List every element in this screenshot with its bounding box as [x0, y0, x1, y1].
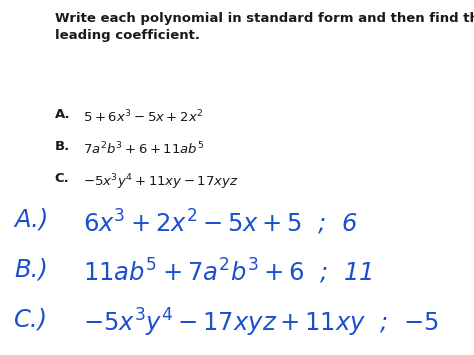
Text: $7a^2b^3+6+11ab^5$: $7a^2b^3+6+11ab^5$ — [83, 140, 204, 157]
Text: A.: A. — [55, 108, 70, 121]
Text: C.: C. — [55, 172, 69, 185]
Text: $6x^3+2x^2-5x+5$  ;  6: $6x^3+2x^2-5x+5$ ; 6 — [83, 208, 358, 237]
Text: $11ab^5+7a^2b^3+6$  ;  11: $11ab^5+7a^2b^3+6$ ; 11 — [83, 257, 372, 286]
Text: C.): C.) — [14, 307, 48, 331]
Text: $-5x^3y^4+11xy-17xyz$: $-5x^3y^4+11xy-17xyz$ — [83, 172, 238, 192]
Text: $5+6x^3-5x+2x^2$: $5+6x^3-5x+2x^2$ — [83, 108, 203, 125]
Text: B.): B.) — [14, 257, 48, 282]
Text: A.): A.) — [14, 208, 49, 232]
Text: $-5x^3y^4-17xyz+11xy$  ;  $-5$: $-5x^3y^4-17xyz+11xy$ ; $-5$ — [83, 307, 438, 339]
Text: Write each polynomial in standard form and then find the
leading coefficient.: Write each polynomial in standard form a… — [55, 12, 474, 43]
Text: B.: B. — [55, 140, 70, 153]
